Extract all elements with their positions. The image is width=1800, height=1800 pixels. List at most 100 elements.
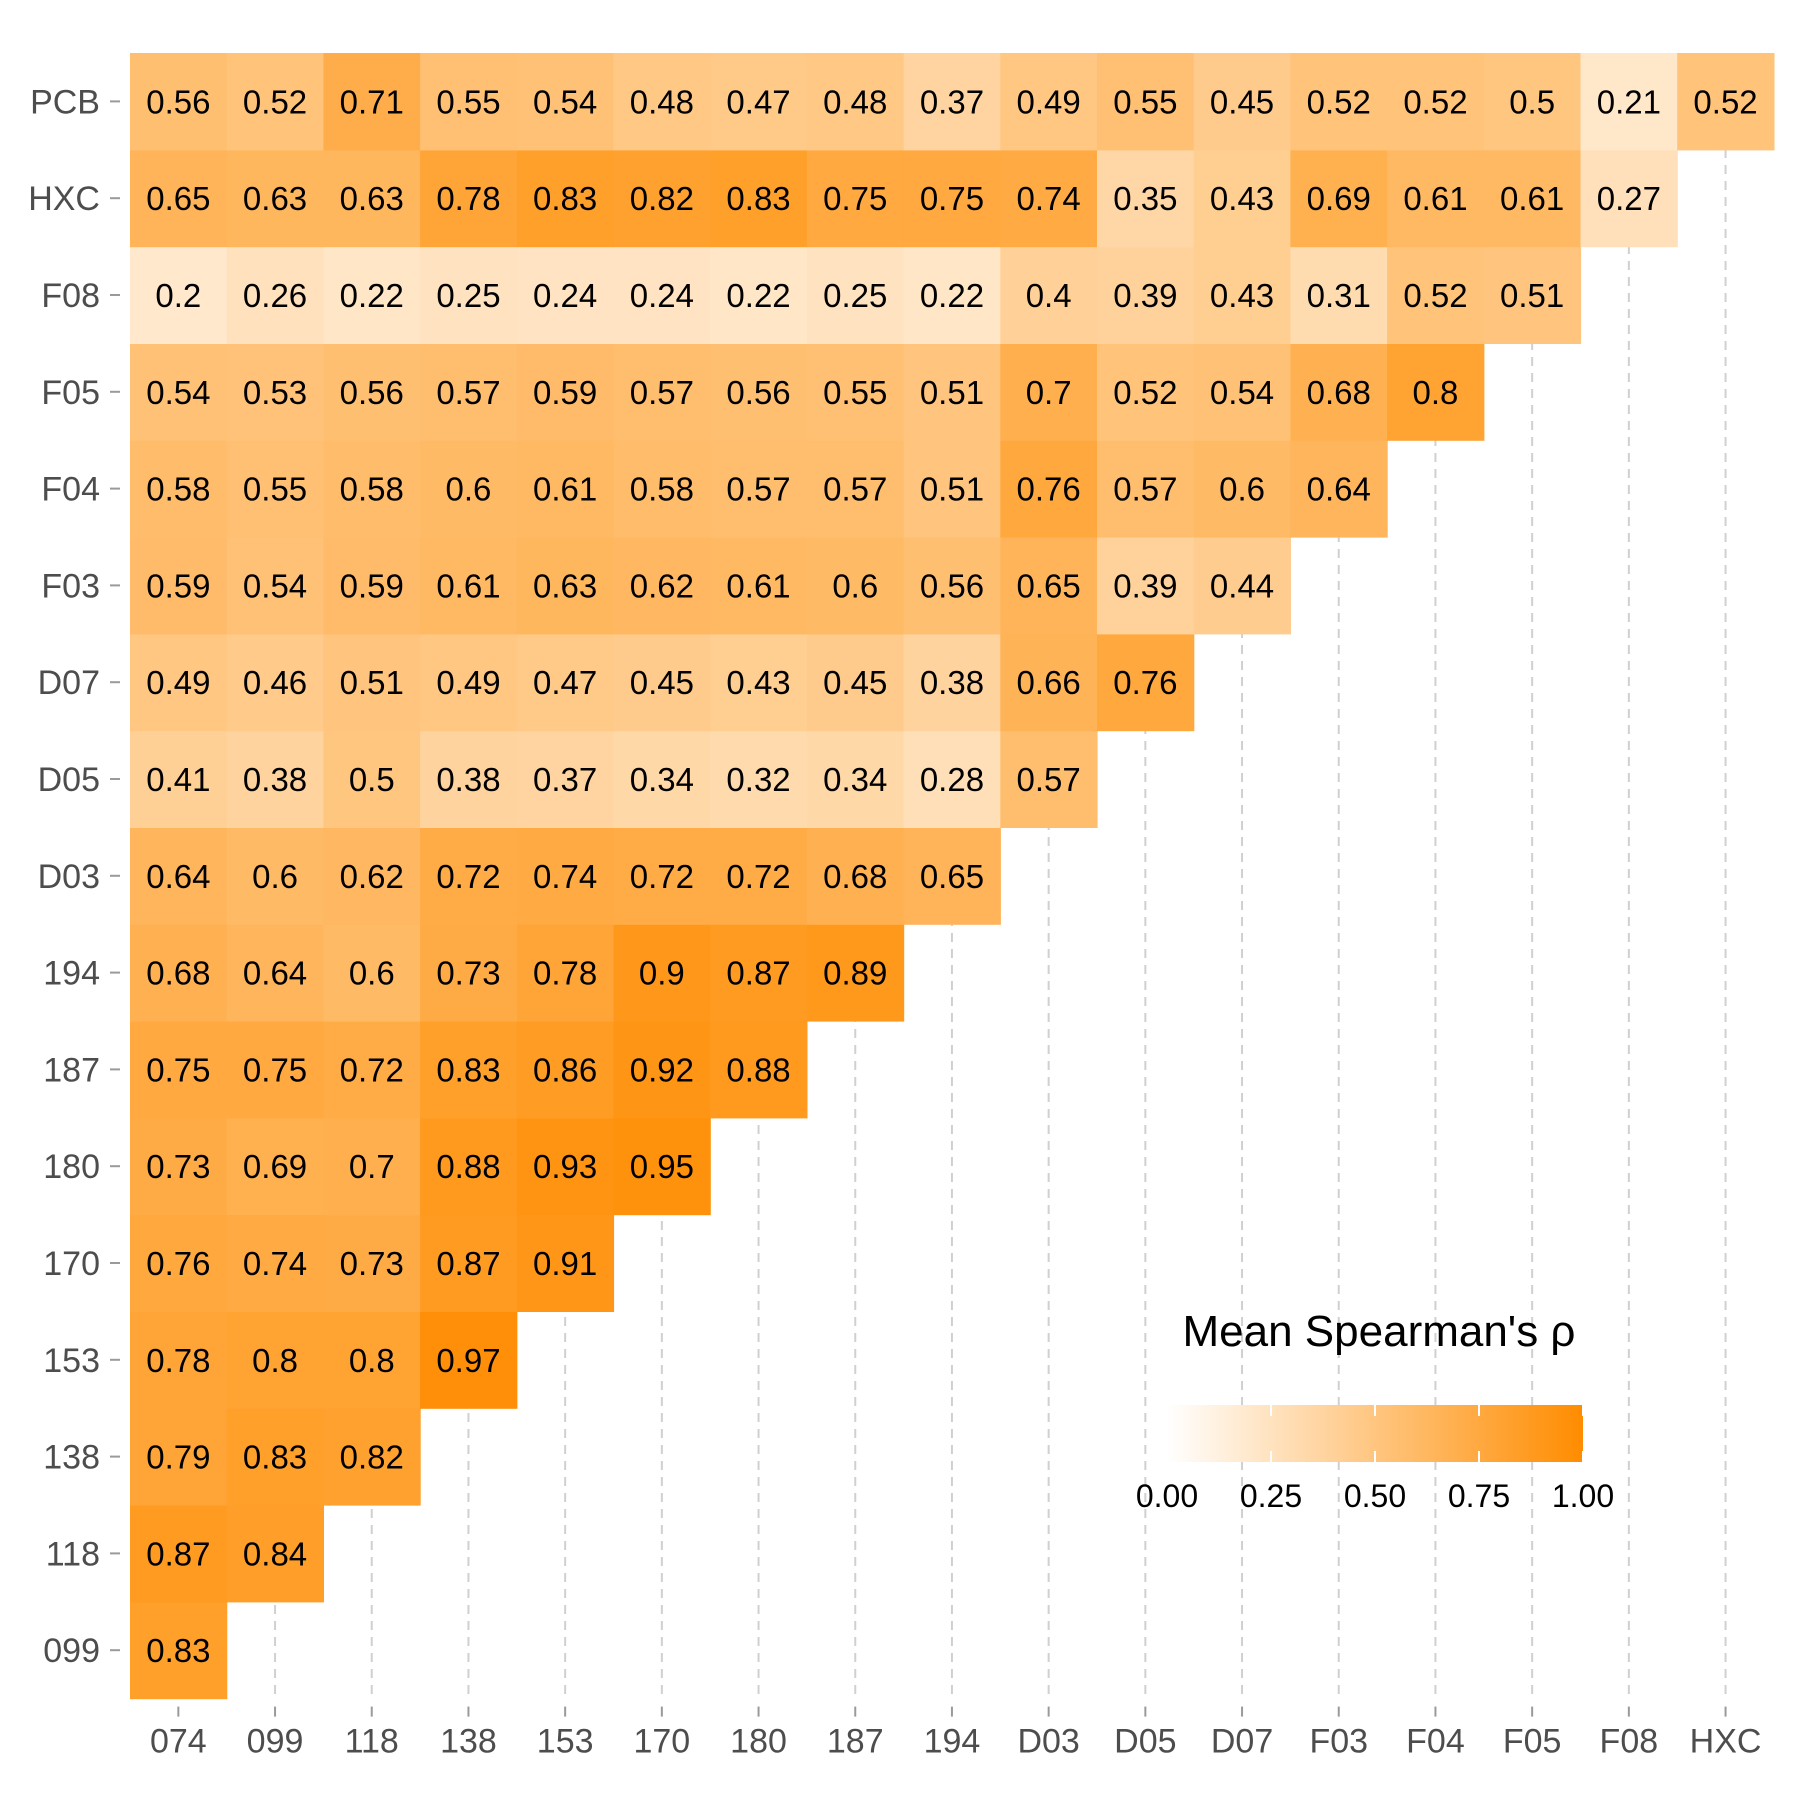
cell-value-label: 0.44 xyxy=(1210,567,1274,604)
cell-value-label: 0.65 xyxy=(920,858,984,895)
cell-value-label: 0.51 xyxy=(920,471,984,508)
heatmap-cell xyxy=(1193,149,1291,248)
heatmap-cell xyxy=(806,633,905,732)
cell-value-label: 0.49 xyxy=(1017,83,1081,120)
heatmap-cell xyxy=(806,537,905,635)
cell-value-label: 0.25 xyxy=(823,277,887,314)
heatmap-cell xyxy=(1483,246,1582,344)
heatmap-cells xyxy=(130,53,1775,1700)
cell-value-label: 0.48 xyxy=(823,83,887,120)
cell-value-label: 0.28 xyxy=(920,761,984,798)
cell-value-label: 0.74 xyxy=(533,858,597,895)
cell-value-label: 0.61 xyxy=(1500,180,1564,217)
cell-value-label: 0.69 xyxy=(1307,180,1371,217)
heatmap-cell xyxy=(1387,53,1485,151)
heatmap-cell xyxy=(613,924,711,1022)
heatmap-cell xyxy=(226,440,324,538)
heatmap-cell xyxy=(226,730,324,828)
heatmap-cell xyxy=(516,246,615,344)
heatmap-cell xyxy=(806,730,905,828)
heatmap-cell xyxy=(516,537,615,635)
cell-value-label: 0.58 xyxy=(630,471,694,508)
cell-value-label: 0.65 xyxy=(1017,567,1081,604)
cell-value-label: 0.83 xyxy=(726,180,790,217)
legend-title: Mean Spearman's ρ xyxy=(1183,1307,1576,1356)
cell-value-label: 0.64 xyxy=(243,955,307,992)
cell-value-label: 0.9 xyxy=(639,955,685,992)
legend-tick-label: 0.00 xyxy=(1136,1478,1198,1514)
heatmap-cell xyxy=(516,149,615,248)
cell-value-label: 0.41 xyxy=(146,761,210,798)
heatmap-cell xyxy=(516,633,615,732)
heatmap-cell xyxy=(1290,149,1388,248)
color-legend: Mean Spearman's ρ 0.00 0.25 0.50 0.75 1.00 xyxy=(1136,1307,1614,1514)
heatmap-cell xyxy=(1000,149,1098,248)
cell-value-label: 0.24 xyxy=(533,277,597,314)
heatmap-cell xyxy=(1193,343,1291,441)
cell-value-label: 0.52 xyxy=(1113,374,1177,411)
y-tick-label: F04 xyxy=(41,471,100,509)
heatmap-cell xyxy=(903,149,1001,248)
heatmap-cell xyxy=(1677,53,1775,151)
cell-value-label: 0.97 xyxy=(436,1342,500,1379)
y-tick-label: 170 xyxy=(43,1245,100,1283)
heatmap-cell xyxy=(1097,246,1195,344)
heatmap-cell xyxy=(806,53,905,151)
heatmap-cell xyxy=(1000,246,1098,344)
axes: 099 118 138 153 170 180 187 194 D03 D05 D07 F03 F04 F… xyxy=(28,83,1761,1760)
cell-value-label: 0.83 xyxy=(436,1051,500,1088)
heatmap-cell xyxy=(1290,53,1388,151)
cell-value-label: 0.73 xyxy=(436,955,500,992)
heatmap-cell xyxy=(226,827,324,925)
heatmap-cell xyxy=(130,827,228,925)
heatmap-cell xyxy=(1000,343,1098,441)
heatmap-cell xyxy=(420,1311,518,1409)
heatmap-cell xyxy=(710,343,808,441)
cell-value-label: 0.43 xyxy=(726,664,790,701)
cell-value-label: 0.72 xyxy=(436,858,500,895)
y-tick-label: D05 xyxy=(38,761,100,799)
heatmap-cell xyxy=(323,633,421,732)
heatmap-cell xyxy=(1387,149,1485,248)
heatmap-cell xyxy=(710,730,808,828)
cell-value-label: 0.52 xyxy=(243,83,307,120)
cell-value-label: 0.26 xyxy=(243,277,307,314)
heatmap-cell xyxy=(420,1214,518,1312)
heatmap-cell xyxy=(130,537,228,635)
heatmap-cell xyxy=(130,1117,228,1216)
heatmap-cell xyxy=(420,246,518,344)
heatmap-cell xyxy=(323,1117,421,1216)
cell-value-label: 0.82 xyxy=(340,1439,404,1476)
cell-value-label: 0.76 xyxy=(1113,664,1177,701)
heatmap-cell xyxy=(323,1214,421,1312)
x-tick-label: D03 xyxy=(1017,1723,1079,1761)
cell-value-label: 0.8 xyxy=(349,1342,395,1379)
cell-value-label: 0.68 xyxy=(823,858,887,895)
cell-value-label: 0.22 xyxy=(920,277,984,314)
cell-value-label: 0.34 xyxy=(630,761,694,798)
cell-value-label: 0.76 xyxy=(1017,471,1081,508)
x-tick-label: F04 xyxy=(1406,1723,1465,1761)
heatmap-cell xyxy=(516,1214,615,1312)
heatmap-cell xyxy=(323,730,421,828)
heatmap-cell xyxy=(420,343,518,441)
cell-value-label: 0.52 xyxy=(1307,83,1371,120)
cell-value-label: 0.5 xyxy=(349,761,395,798)
cell-value-label: 0.32 xyxy=(726,761,790,798)
heatmap-cell xyxy=(420,53,518,151)
heatmap-cell xyxy=(226,246,324,344)
heatmap-cell xyxy=(1387,246,1485,344)
cell-value-label: 0.71 xyxy=(340,83,404,120)
cell-value-label: 0.43 xyxy=(1210,277,1274,314)
heatmap-cell xyxy=(323,827,421,925)
cell-value-label: 0.66 xyxy=(1017,664,1081,701)
cell-value-label: 0.55 xyxy=(243,471,307,508)
cell-value-label: 0.87 xyxy=(726,955,790,992)
cell-value-label: 0.37 xyxy=(920,83,984,120)
heatmap-cell xyxy=(1097,149,1195,248)
cell-value-label: 0.63 xyxy=(243,180,307,217)
heatmap-cell xyxy=(323,1408,421,1506)
heatmap-cell xyxy=(1387,343,1485,441)
cell-value-label: 0.45 xyxy=(1210,83,1274,120)
heatmap-cell xyxy=(806,827,905,925)
